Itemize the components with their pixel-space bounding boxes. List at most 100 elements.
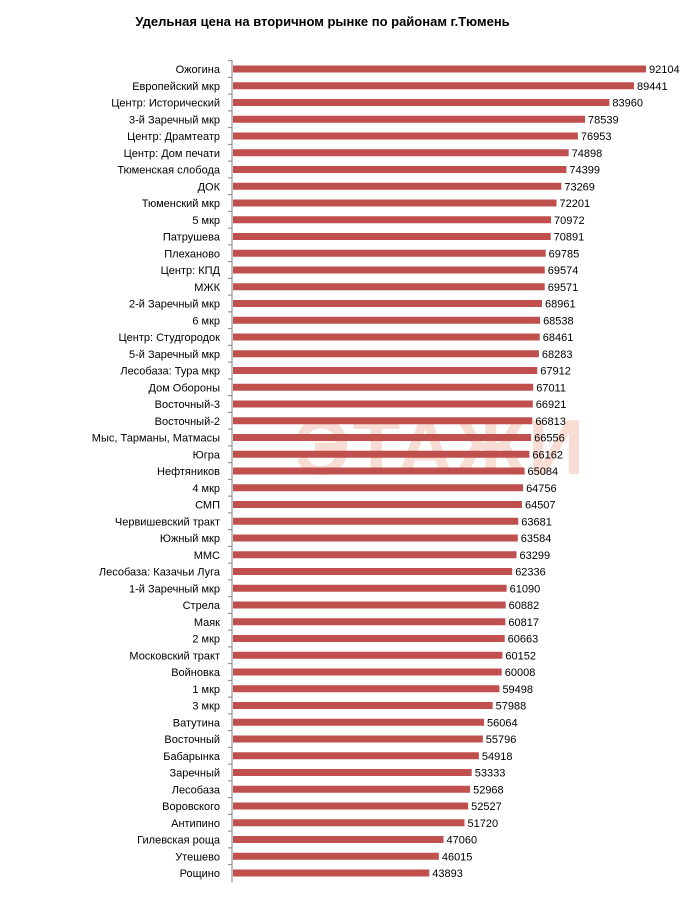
value-label: 70972 xyxy=(554,215,585,227)
category-label: Дом Обороны xyxy=(149,382,221,394)
bar xyxy=(233,333,540,341)
category-label: 6 мкр xyxy=(192,315,220,327)
chart-title: Удельная цена на вторичном рынке по райо… xyxy=(135,14,510,29)
bar xyxy=(233,702,493,709)
category-label: Стрела xyxy=(183,600,221,612)
bar xyxy=(233,752,479,760)
category-label: Ватутина xyxy=(173,717,221,729)
bar xyxy=(233,785,471,793)
category-label: Тюменский мкр xyxy=(142,198,220,210)
value-label: 72201 xyxy=(560,198,591,210)
bar xyxy=(233,517,519,525)
value-label: 55796 xyxy=(486,734,517,746)
bar xyxy=(233,718,485,726)
category-label: ММС xyxy=(194,550,220,562)
bar xyxy=(233,467,525,475)
bar xyxy=(233,635,505,642)
category-label: Центр: Дом печати xyxy=(124,148,220,160)
bar xyxy=(233,367,538,374)
category-label: Маяк xyxy=(194,617,220,629)
value-label: 67912 xyxy=(540,366,571,378)
category-label: 3 мкр xyxy=(192,701,220,713)
value-label: 89441 xyxy=(637,81,668,93)
bar xyxy=(233,836,444,843)
category-label: Мыс, Тарманы, Матмасы xyxy=(92,433,220,445)
value-label: 73269 xyxy=(564,181,595,193)
category-label: Лесобаза: Тура мкр xyxy=(120,366,220,378)
bar xyxy=(233,484,524,492)
category-label: Войновка xyxy=(171,667,221,679)
value-label: 61090 xyxy=(510,583,541,595)
category-label: Лесобаза xyxy=(172,784,221,796)
bar xyxy=(233,852,439,860)
category-label: Бабарынка xyxy=(163,751,221,763)
value-label: 74898 xyxy=(572,148,603,160)
bar xyxy=(233,668,502,676)
bar xyxy=(233,249,546,257)
bar xyxy=(233,819,465,827)
value-label: 67011 xyxy=(536,382,566,394)
category-label: Тюменская слобода xyxy=(117,165,221,177)
value-label: 63299 xyxy=(520,550,551,562)
category-label: Ожогина xyxy=(176,64,221,76)
bar xyxy=(233,769,472,776)
bar xyxy=(233,233,551,240)
bar xyxy=(233,417,533,425)
value-label: 43893 xyxy=(432,868,463,880)
value-label: 53333 xyxy=(475,768,506,780)
value-label: 83960 xyxy=(612,98,643,110)
value-label: 64756 xyxy=(526,483,557,495)
bar xyxy=(233,266,545,274)
category-label: Европейский мкр xyxy=(132,81,220,93)
bar xyxy=(233,149,569,157)
value-label: 69574 xyxy=(548,265,579,277)
value-label: 68961 xyxy=(545,299,576,311)
value-label: 69785 xyxy=(549,248,580,260)
value-label: 60882 xyxy=(509,600,540,612)
category-label: Югра xyxy=(193,449,221,461)
category-label: Воровского xyxy=(162,801,220,813)
value-label: 66813 xyxy=(535,416,566,428)
bar xyxy=(233,584,507,592)
value-label: 70891 xyxy=(554,232,585,244)
category-label: Червишевский тракт xyxy=(115,516,220,528)
bar xyxy=(233,501,522,508)
category-label: Восточный xyxy=(164,734,220,746)
bar xyxy=(233,568,513,575)
category-label: ДОК xyxy=(198,181,221,193)
category-label: Заречный xyxy=(170,768,221,780)
bar xyxy=(233,651,503,659)
category-label: Центр: Исторический xyxy=(111,98,220,110)
category-label: 3-й Заречный мкр xyxy=(129,114,220,126)
bar xyxy=(233,551,517,559)
category-label: Центр: КПД xyxy=(161,265,221,277)
category-label: Московский тракт xyxy=(129,650,220,662)
category-label: Гилевская роща xyxy=(137,835,221,847)
value-label: 69571 xyxy=(548,282,579,294)
value-label: 66921 xyxy=(536,399,567,411)
bar xyxy=(233,802,469,810)
category-label: Лесобаза: Казачьи Луга xyxy=(99,567,221,579)
bar xyxy=(233,601,506,609)
bar xyxy=(233,99,610,106)
category-label: 2 мкр xyxy=(192,634,220,646)
value-label: 54918 xyxy=(482,751,513,763)
value-label: 46015 xyxy=(442,851,473,863)
value-label: 64507 xyxy=(525,500,556,512)
category-label: Плеханово xyxy=(164,248,220,260)
bar xyxy=(233,132,578,140)
category-label: 5-й Заречный мкр xyxy=(129,349,220,361)
value-label: 68538 xyxy=(543,315,574,327)
value-label: 60817 xyxy=(508,617,539,629)
bar xyxy=(233,400,533,408)
value-label: 62336 xyxy=(515,567,546,579)
bar xyxy=(233,216,552,224)
bar xyxy=(233,685,500,693)
category-label: 2-й Заречный мкр xyxy=(129,299,220,311)
value-label: 68461 xyxy=(543,332,574,344)
value-label: 51720 xyxy=(467,818,498,830)
bar xyxy=(233,534,518,542)
value-label: 59498 xyxy=(502,684,533,696)
category-label: 5 мкр xyxy=(192,215,220,227)
